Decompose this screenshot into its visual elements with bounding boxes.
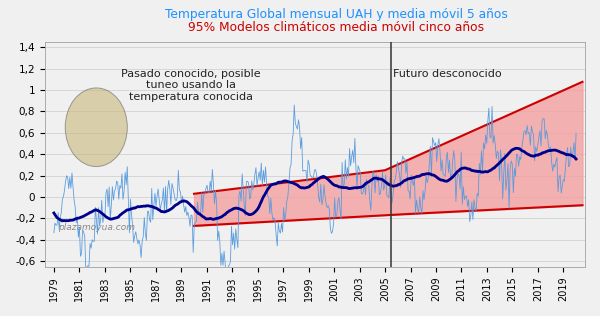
Text: plazamoyua.com: plazamoyua.com [58, 223, 135, 232]
Text: Pasado conocido, posible
tuneo usando la
temperatura conocida: Pasado conocido, posible tuneo usando la… [121, 69, 260, 102]
Text: Temperatura Global mensual UAH y media móvil 5 años: Temperatura Global mensual UAH y media m… [164, 8, 508, 21]
Text: Futuro desconocido: Futuro desconocido [393, 69, 502, 79]
Ellipse shape [65, 88, 127, 167]
Text: 95% Modelos climáticos media móvil cinco años: 95% Modelos climáticos media móvil cinco… [188, 21, 484, 33]
